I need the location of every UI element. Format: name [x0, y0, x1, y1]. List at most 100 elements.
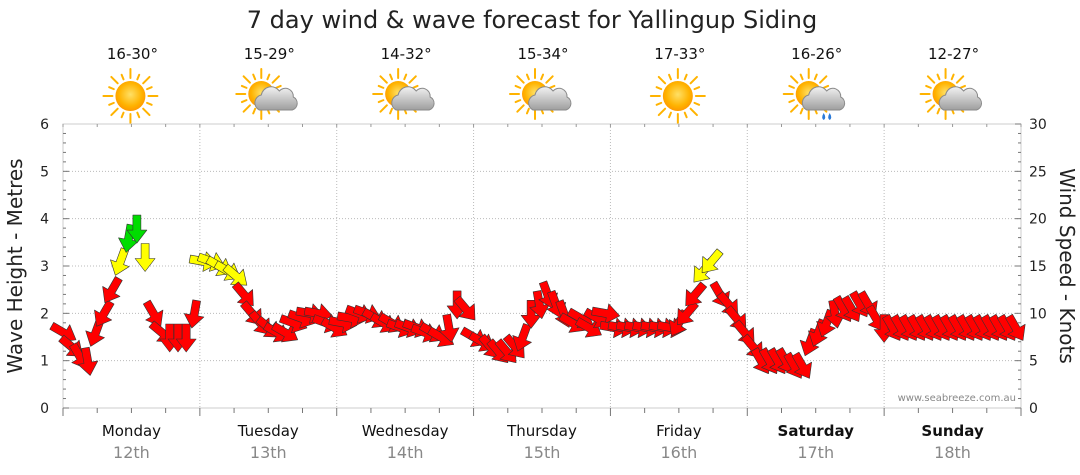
cloud-shape — [938, 86, 983, 111]
y-right-tick-label: 20 — [1029, 212, 1047, 228]
wind-arrow-shape — [701, 248, 724, 274]
wind-arrow-shape — [175, 323, 197, 353]
sun-ray — [110, 107, 119, 117]
sun-ray — [790, 104, 799, 113]
wind-arrow — [512, 323, 532, 352]
partly-cloudy-icon — [919, 68, 983, 120]
sun-ray — [108, 86, 115, 91]
sun-ray — [389, 73, 394, 81]
sun-ray — [514, 84, 522, 89]
wind-arrow — [134, 243, 156, 272]
wind-arrow-shape — [685, 281, 708, 307]
wind-arrow-shape — [791, 351, 812, 379]
partly-cloudy-icon — [509, 68, 572, 120]
y-left-tick-label: 0 — [40, 401, 49, 417]
wind-arrow-shape — [222, 263, 248, 286]
sun-ray — [120, 73, 125, 81]
day-label: Thursday — [506, 422, 577, 440]
sun-disc — [662, 81, 693, 111]
temperature-range: 14-32° — [381, 45, 432, 63]
sun-ray — [959, 84, 966, 89]
sun-ray — [799, 73, 804, 81]
y-right-tick-label: 15 — [1029, 259, 1047, 275]
day-label: Sunday — [921, 422, 984, 440]
sunny-icon — [649, 68, 706, 124]
wind-arrow-shape — [143, 299, 164, 327]
wind-arrow-shape — [126, 214, 148, 244]
y-axis-right-label: Wind Speed - Knots — [1055, 168, 1079, 364]
credit-text: www.seabreeze.com.au — [898, 393, 1016, 404]
partly-cloudy-icon — [372, 68, 435, 120]
sun-ray — [142, 75, 151, 85]
wind-arrow — [94, 299, 115, 327]
wind-arrow — [685, 281, 708, 307]
sun-ray — [252, 107, 257, 115]
day-label: Monday — [102, 422, 161, 440]
sun-ray — [657, 75, 667, 85]
sun-ray — [799, 107, 804, 115]
sun-ray — [925, 84, 932, 89]
wind-arrow — [222, 263, 248, 286]
sun-ray — [108, 101, 115, 106]
wind-arrow-shape — [231, 281, 254, 307]
wind-arrow — [126, 214, 148, 244]
y-right-tick-label: 5 — [1029, 354, 1038, 370]
sun-ray — [950, 73, 955, 81]
wind-arrow — [1005, 313, 1026, 341]
sun-ray — [379, 104, 388, 113]
sun-ray — [146, 101, 153, 106]
wind-arrow — [453, 295, 476, 321]
sun-ray — [657, 107, 667, 117]
sun-ray — [936, 107, 941, 115]
y-left-tick-label: 6 — [40, 117, 49, 133]
sun-ray — [689, 75, 698, 85]
sun-ray — [408, 75, 417, 84]
chart-title: 7 day wind & wave forecast for Yallingup… — [247, 6, 817, 34]
date-label: 15th — [524, 443, 561, 462]
sun-ray — [548, 84, 556, 89]
sun-ray — [379, 75, 388, 84]
sun-ray — [240, 99, 248, 104]
wind-arrow-shape — [134, 243, 156, 272]
cloud-shape — [391, 86, 435, 111]
date-label: 17th — [797, 443, 834, 462]
y-right-tick-label: 30 — [1029, 117, 1047, 133]
sun-ray — [525, 107, 530, 115]
sun-ray — [813, 73, 818, 81]
sun-ray — [955, 75, 965, 84]
sun-ray — [689, 107, 698, 117]
sun-ray — [788, 84, 795, 89]
day-label: Wednesday — [362, 422, 449, 440]
sun-ray — [668, 111, 672, 119]
sun-ray — [683, 73, 688, 81]
wind-arrow — [77, 346, 99, 376]
y-left-tick-label: 1 — [40, 354, 49, 370]
sun-ray — [936, 73, 941, 81]
wind-arrow-shape — [1005, 313, 1026, 341]
wind-arrow — [175, 323, 197, 353]
sun-ray — [120, 111, 125, 119]
wind-arrow-shape — [183, 299, 205, 329]
sun-ray — [926, 104, 936, 113]
date-label: 13th — [250, 443, 287, 462]
wind-arrow-shape — [77, 346, 99, 376]
sun-ray — [146, 86, 153, 91]
sun-ray — [514, 99, 522, 104]
sun-ray — [819, 75, 828, 84]
cloud-shape — [254, 86, 298, 111]
y-axis-right: 0 5 10 15 20 25 30 — [1029, 117, 1047, 417]
y-right-tick-label: 25 — [1029, 164, 1047, 180]
wind-arrow — [231, 281, 254, 307]
temperature-range: 15-34° — [517, 45, 568, 63]
showers-icon — [782, 68, 846, 120]
sun-ray — [693, 101, 701, 106]
wind-arrow — [439, 313, 460, 343]
sun-ray — [516, 104, 525, 113]
weather-row: 16-30° 15-29° 14-32° 15-34° 17-33° 16-26° 12-2… — [102, 45, 983, 124]
sun-ray — [683, 111, 688, 119]
wind-arrow — [791, 351, 812, 379]
sun-ray — [788, 99, 795, 104]
date-label: 18th — [934, 443, 971, 462]
wind-arrow — [183, 299, 205, 329]
